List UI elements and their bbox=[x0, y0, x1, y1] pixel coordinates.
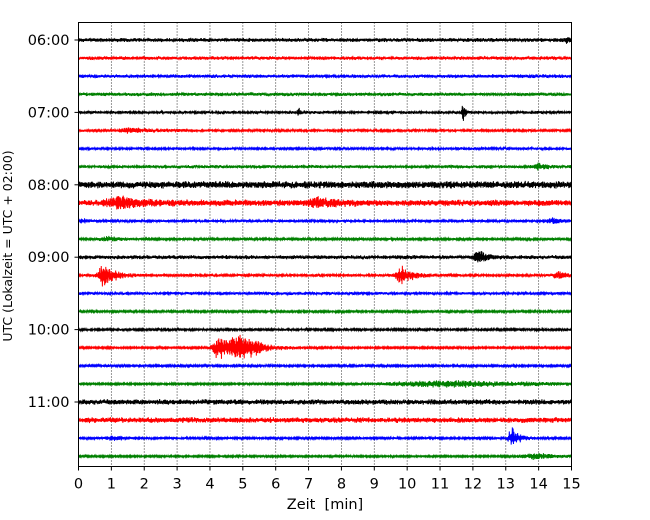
x-tick-label: 6 bbox=[271, 477, 280, 493]
trace-0745 bbox=[78, 162, 572, 171]
x-tick-label: 10 bbox=[398, 477, 416, 493]
trace-0915 bbox=[78, 265, 572, 287]
x-axis: 0 1 2 3 4 5 6 7 8 9 10 11 12 13 14 15 bbox=[74, 466, 581, 493]
x-tick-label: 11 bbox=[431, 477, 449, 493]
trace-0930 bbox=[78, 290, 572, 297]
trace-0615 bbox=[78, 55, 572, 61]
x-tick-label: 4 bbox=[205, 477, 214, 493]
trace-0600 bbox=[78, 37, 572, 44]
x-axis-label: Zeit [min] bbox=[287, 497, 363, 513]
trace-0800 bbox=[78, 180, 572, 189]
trace-0730 bbox=[78, 145, 572, 152]
x-tick-label: 7 bbox=[304, 477, 313, 493]
y-tick-label: 11:00 bbox=[28, 395, 70, 411]
x-tick-label: 13 bbox=[497, 477, 515, 493]
x-tick-label: 0 bbox=[74, 477, 83, 493]
trace-0715 bbox=[78, 127, 572, 134]
x-tick-label: 8 bbox=[337, 477, 346, 493]
trace-0815 bbox=[78, 195, 572, 210]
x-tick-label: 5 bbox=[238, 477, 247, 493]
trace-1030 bbox=[78, 362, 572, 369]
trace-1115 bbox=[78, 417, 572, 424]
x-tick-label: 2 bbox=[140, 477, 149, 493]
trace-1015 bbox=[78, 334, 572, 359]
trace-1100 bbox=[78, 398, 572, 405]
plot-frame bbox=[78, 22, 572, 467]
y-tick-label: 07:00 bbox=[28, 105, 70, 121]
trace-0630 bbox=[78, 73, 572, 80]
trace-1145 bbox=[78, 453, 572, 460]
x-tick-label: 3 bbox=[172, 477, 181, 493]
trace-0700 bbox=[78, 105, 572, 121]
trace-0900 bbox=[78, 251, 572, 263]
grid-layer bbox=[110, 22, 540, 467]
trace-1045 bbox=[78, 380, 572, 388]
x-tick-label: 12 bbox=[464, 477, 482, 493]
x-tick-label: 14 bbox=[529, 477, 547, 493]
trace-1130 bbox=[78, 427, 572, 445]
x-tick-label: 1 bbox=[107, 477, 116, 493]
x-tick-label: 15 bbox=[562, 477, 580, 493]
y-axis-label: UTC (Lokalzeit = UTC + 02:00) bbox=[0, 150, 15, 341]
y-tick-label: 09:00 bbox=[28, 250, 70, 266]
trace-0945 bbox=[78, 308, 572, 315]
x-tick-label: 9 bbox=[370, 477, 379, 493]
trace-0845 bbox=[78, 235, 572, 243]
y-axis: 06:00 07:00 08:00 09:00 10:00 11:00 bbox=[28, 33, 79, 411]
trace-layer bbox=[78, 37, 572, 460]
y-tick-label: 06:00 bbox=[28, 33, 70, 49]
y-tick-label: 08:00 bbox=[28, 178, 70, 194]
trace-0830 bbox=[78, 217, 572, 225]
y-tick-label: 10:00 bbox=[28, 323, 70, 339]
trace-0645 bbox=[78, 91, 572, 98]
trace-1000 bbox=[78, 326, 572, 333]
